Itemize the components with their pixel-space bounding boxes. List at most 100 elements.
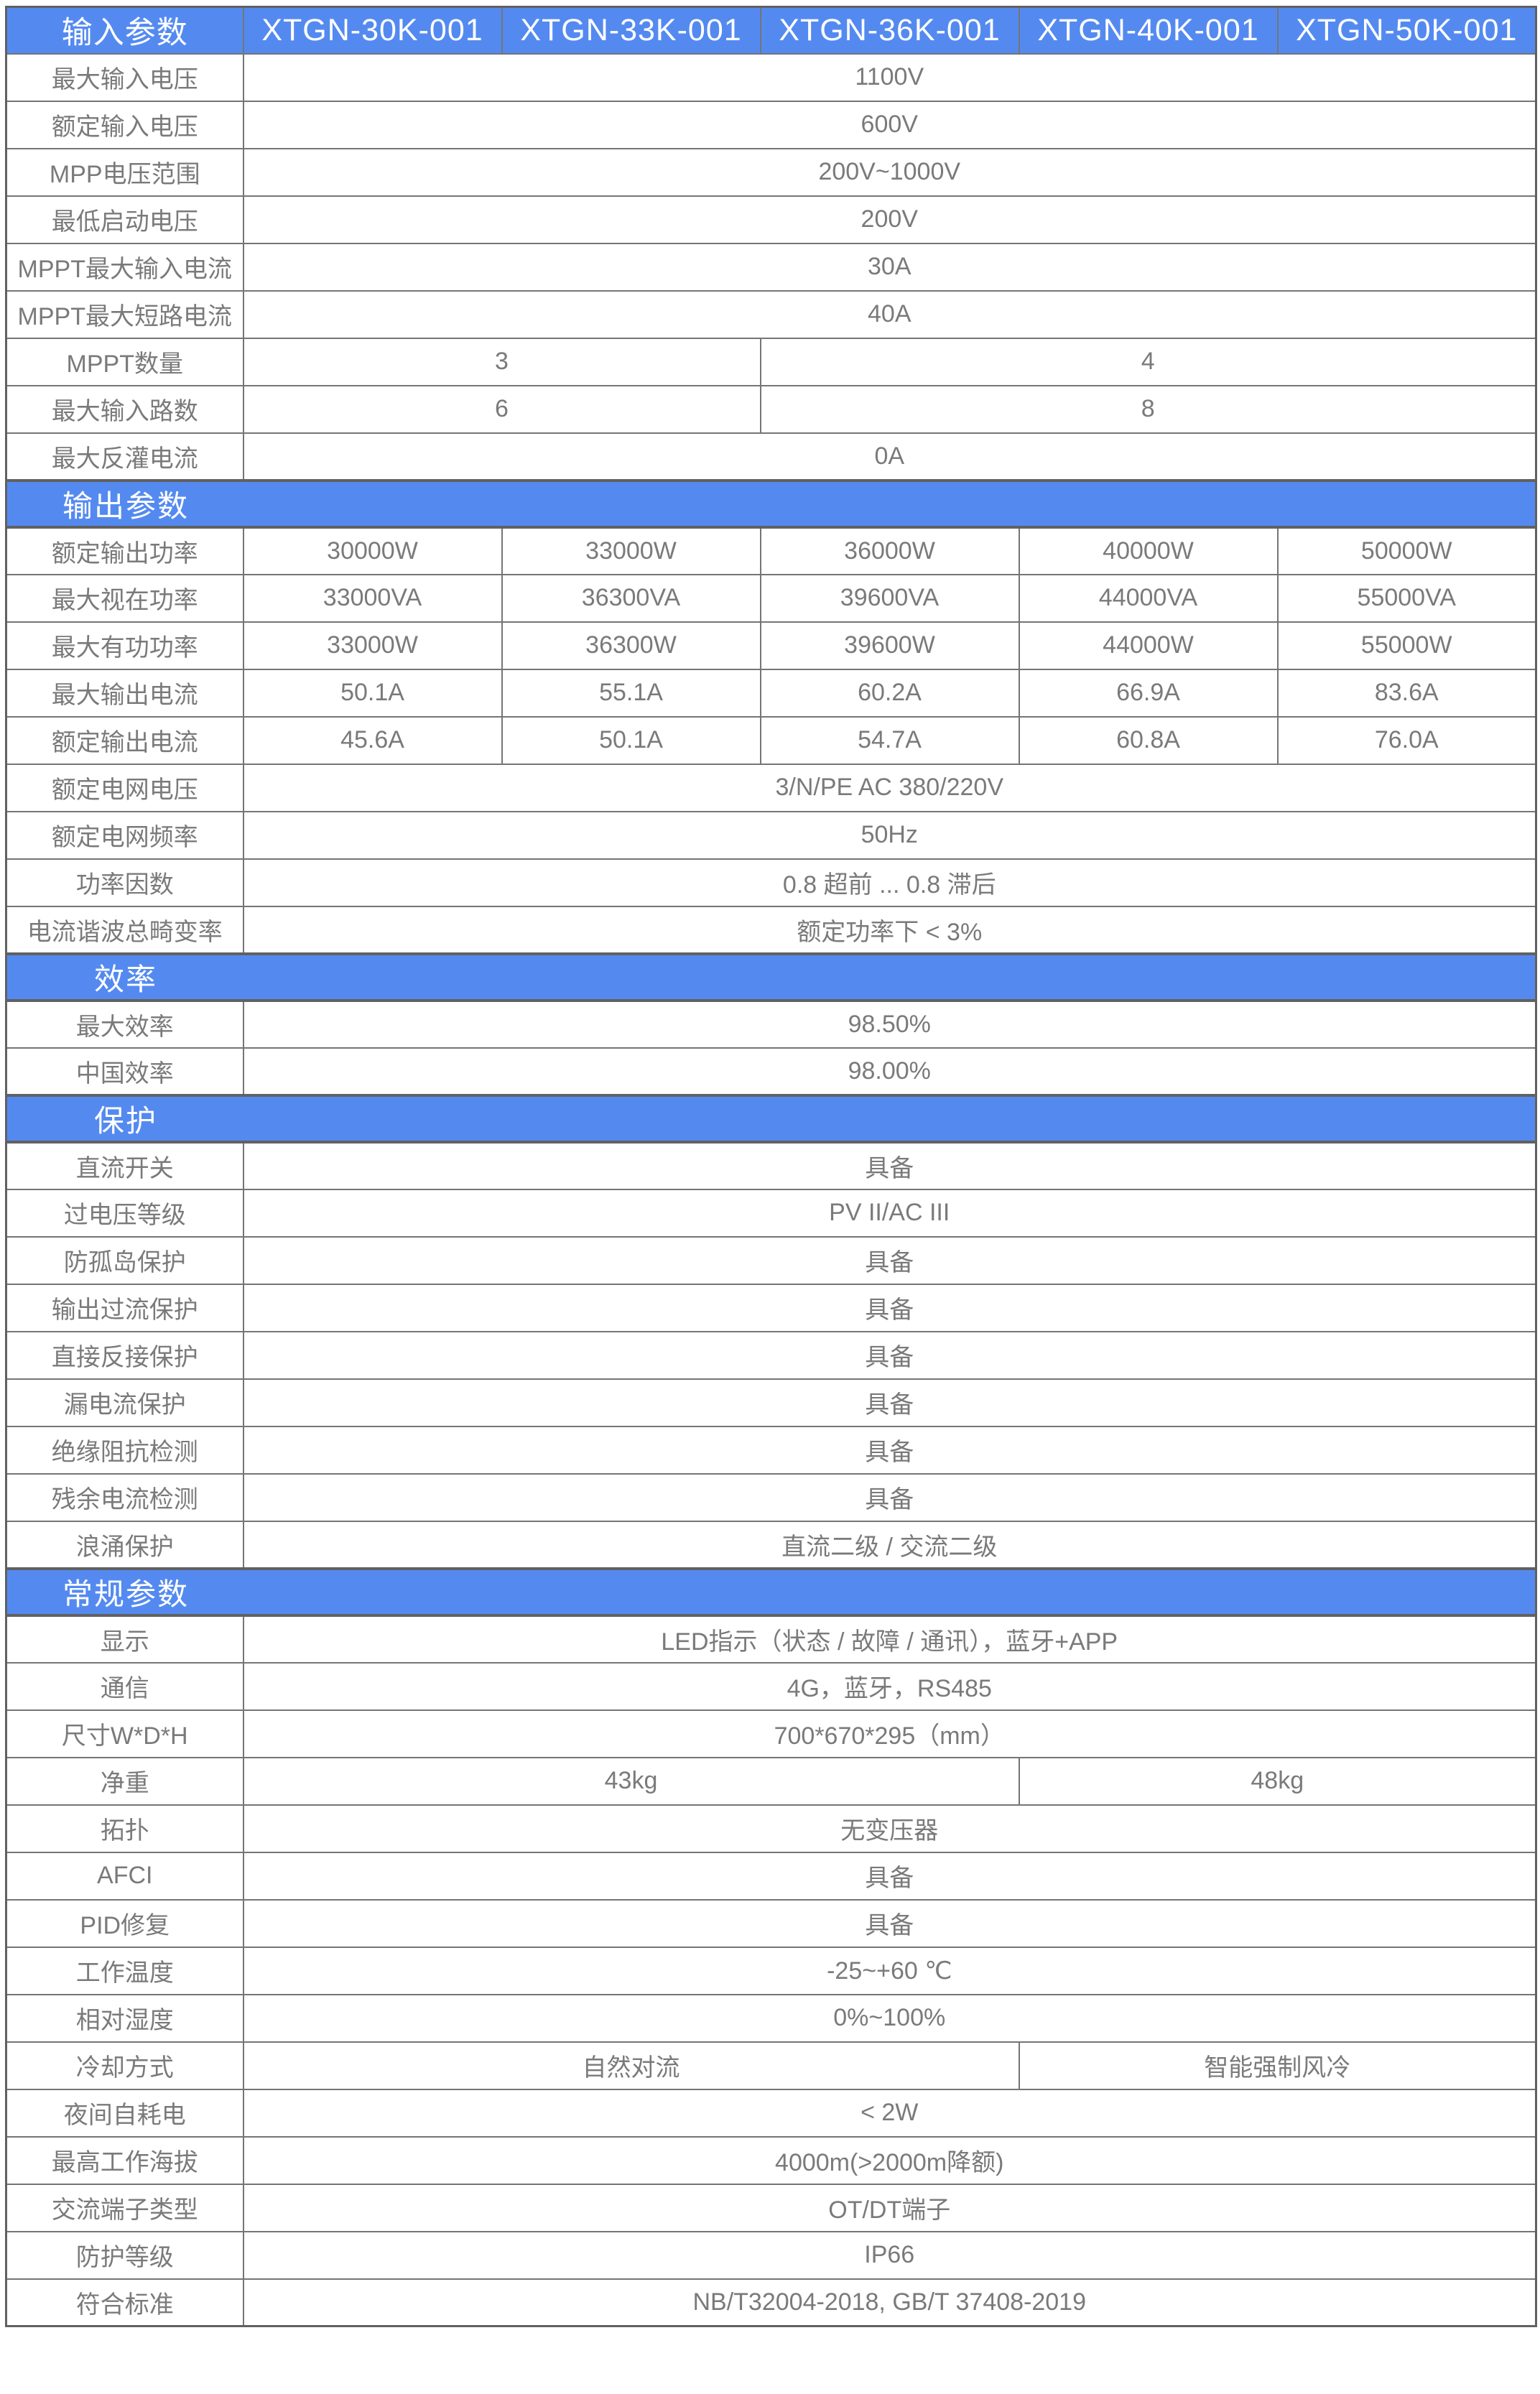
cell-value: 50Hz	[242, 810, 1537, 860]
table-row: 最低启动电压 200V	[5, 195, 1537, 244]
cell-value: 60.2A	[759, 668, 1020, 718]
row-label: 功率因数	[5, 858, 244, 907]
row-label: 尺寸W*D*H	[5, 1709, 244, 1758]
cell-value: 39600W	[759, 621, 1020, 670]
cell-value: 具备	[242, 1898, 1537, 1948]
cell-value: LED指示（状态 / 故障 / 通讯），蓝牙+APP	[242, 1614, 1537, 1664]
cell-value: 200V~1000V	[242, 147, 1537, 197]
section-title: 常规参数	[62, 1577, 189, 1611]
row-label: 拓扑	[5, 1804, 244, 1853]
row-label: 最大有功功率	[5, 621, 244, 670]
table-row: MPPT最大输入电流 30A	[5, 242, 1537, 292]
cell-value: 98.00%	[242, 1047, 1537, 1096]
section-row: 输出参数	[5, 478, 1537, 529]
table-row: PID修复 具备	[5, 1898, 1537, 1948]
cell-value: 43kg	[242, 1756, 1020, 1806]
spec-table: 输入参数 XTGN-30K-001 XTGN-33K-001 XTGN-36K-00…	[5, 6, 1537, 2327]
table-row: 残余电流检测 具备	[5, 1472, 1537, 1522]
cell-value: 55000W	[1276, 621, 1537, 670]
row-label: 工作温度	[5, 1946, 244, 1995]
column-header-input-params: 输入参数	[5, 6, 244, 55]
row-label: 额定输出电流	[5, 715, 244, 765]
cell-value: 98.50%	[242, 999, 1537, 1049]
row-label: 额定输出功率	[5, 526, 244, 575]
column-header-model: XTGN-30K-001	[242, 6, 503, 55]
cell-value: PV II/AC III	[242, 1188, 1537, 1238]
cell-value: 具备	[242, 1141, 1537, 1190]
table-row: 最大视在功率 33000VA 36300VA 39600VA 44000VA 55000V…	[5, 573, 1537, 623]
section-row: 常规参数	[5, 1567, 1537, 1617]
table-row: 漏电流保护 具备	[5, 1378, 1537, 1427]
row-label: 最大输入电压	[5, 52, 244, 102]
row-label: 净重	[5, 1756, 244, 1806]
cell-value: 66.9A	[1018, 668, 1279, 718]
cell-value: 8	[759, 384, 1537, 434]
table-row: 符合标准 NB/T32004-2018, GB/T 37408-2019	[5, 2278, 1537, 2327]
table-row: 中国效率 98.00%	[5, 1047, 1537, 1096]
table-row: 防护等级 IP66	[5, 2230, 1537, 2280]
section-title: 效率	[93, 962, 157, 996]
cell-value: 具备	[242, 1472, 1537, 1522]
cell-value: 3/N/PE AC 380/220V	[242, 763, 1537, 812]
cell-value: 83.6A	[1276, 668, 1537, 718]
cell-value: 48kg	[1018, 1756, 1537, 1806]
table-row: 直流开关 具备	[5, 1141, 1537, 1190]
row-label: 输出过流保护	[5, 1283, 244, 1332]
cell-value: 33000W	[242, 621, 503, 670]
row-label: 直流开关	[5, 1141, 244, 1190]
cell-value: 具备	[242, 1235, 1537, 1285]
cell-value: 50.1A	[501, 715, 761, 765]
table-row: 额定输出功率 30000W 33000W 36000W 40000W 50000W	[5, 526, 1537, 575]
column-header-model: XTGN-40K-001	[1018, 6, 1279, 55]
cell-value: 600V	[242, 100, 1537, 149]
table-row: 绝缘阻抗检测 具备	[5, 1425, 1537, 1475]
cell-value: 6	[242, 384, 761, 434]
cell-value: -25~+60 ℃	[242, 1946, 1537, 1995]
table-row: 额定输出电流 45.6A 50.1A 54.7A 60.8A 76.0A	[5, 715, 1537, 765]
cell-value: 40A	[242, 289, 1537, 339]
cell-value: 1100V	[242, 52, 1537, 102]
row-label: 相对湿度	[5, 1993, 244, 2043]
cell-value: 无变压器	[242, 1804, 1537, 1853]
row-label: 直接反接保护	[5, 1330, 244, 1380]
cell-value: 4	[759, 337, 1537, 386]
table-row: 电流谐波总畸变率 额定功率下 < 3%	[5, 905, 1537, 955]
cell-value: 具备	[242, 1851, 1537, 1901]
column-header-model: XTGN-50K-001	[1276, 6, 1537, 55]
cell-value: 700*670*295（mm）	[242, 1709, 1537, 1758]
section-bar: 常规参数	[5, 1567, 1537, 1617]
cell-value: 30A	[242, 242, 1537, 292]
row-label: MPPT最大输入电流	[5, 242, 244, 292]
cell-value: 55000VA	[1276, 573, 1537, 623]
row-label: 通信	[5, 1661, 244, 1711]
table-row: 功率因数 0.8 超前 ... 0.8 滞后	[5, 858, 1537, 907]
column-header-model: XTGN-33K-001	[501, 6, 761, 55]
section-bar: 输出参数	[5, 478, 1537, 529]
row-label: PID修复	[5, 1898, 244, 1948]
row-label: 最高工作海拔	[5, 2135, 244, 2185]
cell-value: 3	[242, 337, 761, 386]
table-row: 最大输出电流 50.1A 55.1A 60.2A 66.9A 83.6A	[5, 668, 1537, 718]
cell-value: OT/DT端子	[242, 2183, 1537, 2232]
cell-value: 39600VA	[759, 573, 1020, 623]
table-row: MPPT数量 3 4	[5, 337, 1537, 386]
cell-value: 4G，蓝牙，RS485	[242, 1661, 1537, 1711]
row-label: 交流端子类型	[5, 2183, 244, 2232]
spec-table-body: 输入参数 XTGN-30K-001 XTGN-33K-001 XTGN-36K-00…	[5, 6, 1537, 2327]
row-label: 中国效率	[5, 1047, 244, 1096]
cell-value: 200V	[242, 195, 1537, 244]
row-label: MPPT最大短路电流	[5, 289, 244, 339]
table-row: 最大输入路数 6 8	[5, 384, 1537, 434]
cell-value: 具备	[242, 1330, 1537, 1380]
cell-value: 具备	[242, 1378, 1537, 1427]
cell-value: 44000W	[1018, 621, 1279, 670]
row-label: 额定电网频率	[5, 810, 244, 860]
row-label: 残余电流检测	[5, 1472, 244, 1522]
row-label: 额定电网电压	[5, 763, 244, 812]
cell-value: 50000W	[1276, 526, 1537, 575]
row-label: 最大反灌电流	[5, 432, 244, 481]
cell-value: 60.8A	[1018, 715, 1279, 765]
row-label: 冷却方式	[5, 2041, 244, 2090]
row-label: MPPT数量	[5, 337, 244, 386]
cell-value: 4000m(>2000m降额)	[242, 2135, 1537, 2185]
